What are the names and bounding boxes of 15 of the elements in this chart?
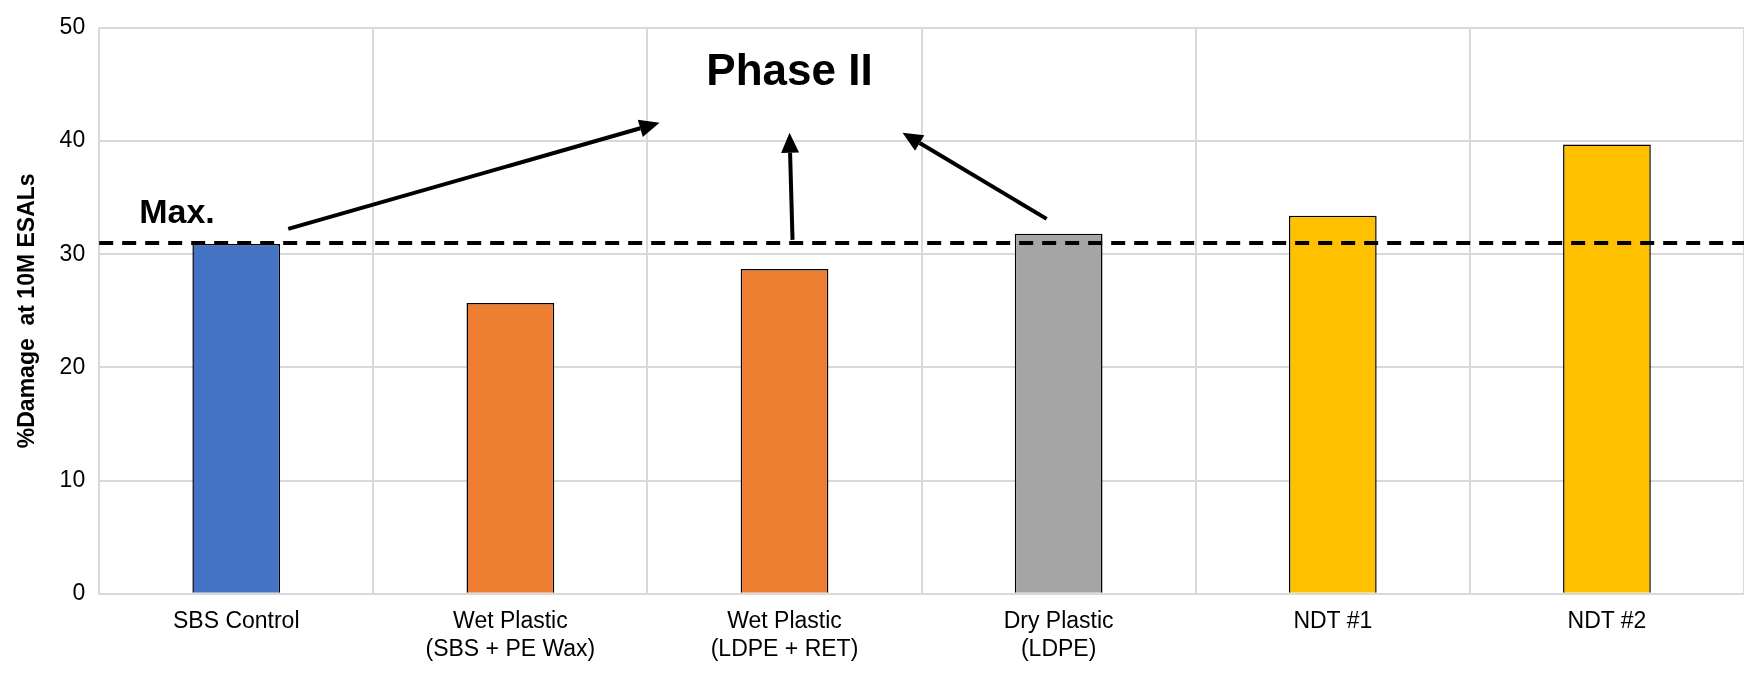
y-tick-label: 20 [59,352,86,379]
y-axis-title: %Damage at 10M ESALs [13,173,40,449]
x-tick-label: SBS Control [172,606,300,633]
x-tick-label: NDT #1 [1293,606,1373,633]
x-tick-label: Wet Plastic (LDPE + RET) [710,606,859,661]
x-tick-label: Wet Plastic (SBS + PE Wax) [425,606,596,661]
x-tick-label: NDT #2 [1567,606,1647,633]
x-tick-label: Dry Plastic (LDPE) [1003,606,1114,661]
y-tick-label: 30 [59,239,86,266]
y-tick-label: 0 [72,579,86,606]
y-tick-label: 10 [59,465,86,492]
ref-line-label: Max. [139,192,215,231]
annotation: Phase II [706,44,873,94]
y-tick-label: 40 [59,126,86,153]
y-tick-label: 50 [59,13,86,40]
